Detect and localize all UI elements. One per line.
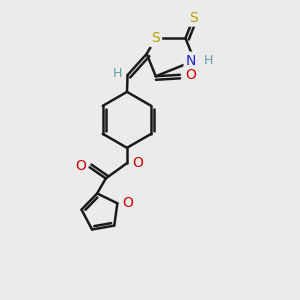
- Text: N: N: [186, 54, 196, 68]
- Text: H: H: [204, 54, 213, 67]
- Text: O: O: [123, 196, 134, 210]
- Text: O: O: [75, 159, 86, 173]
- Text: S: S: [152, 31, 160, 45]
- Text: H: H: [113, 67, 122, 80]
- Text: S: S: [189, 11, 198, 25]
- Text: O: O: [185, 68, 196, 82]
- Text: O: O: [132, 156, 143, 170]
